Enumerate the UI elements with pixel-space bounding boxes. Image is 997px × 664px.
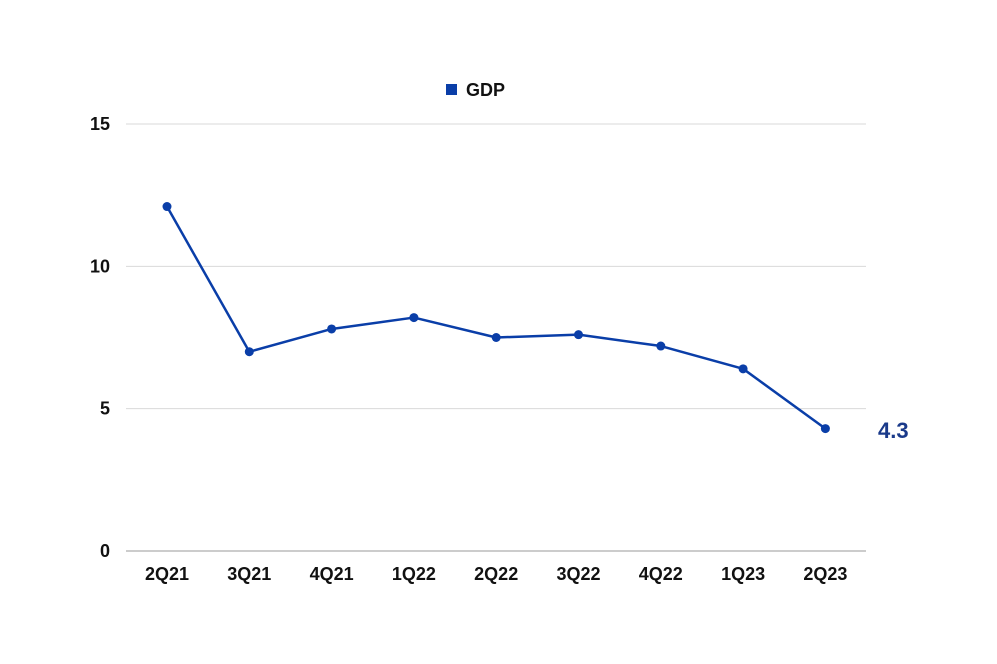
- x-tick-label-4q22: 4Q22: [639, 564, 683, 584]
- x-tick-label-2q22: 2Q22: [474, 564, 518, 584]
- y-tick-label-10: 10: [90, 256, 110, 276]
- legend-label-gdp: GDP: [466, 80, 505, 100]
- y-tick-label-5: 5: [100, 399, 110, 419]
- data-point-1q23: [738, 364, 748, 374]
- y-axis-ticks: 0 5 10 15: [90, 114, 110, 561]
- data-point-3q21: [244, 347, 254, 357]
- gridlines: [126, 123, 866, 410]
- data-point-2q23: [820, 424, 830, 434]
- legend: GDP: [446, 80, 505, 100]
- x-tick-label-3q22: 3Q22: [556, 564, 600, 584]
- x-tick-label-3q21: 3Q21: [227, 564, 271, 584]
- series-line-gdp: [165, 205, 827, 430]
- series-gdp: [162, 202, 830, 434]
- legend-swatch-gdp: [446, 84, 457, 95]
- x-axis-ticks: 2Q21 3Q21 4Q21 1Q22 2Q22 3Q22 4Q22 1Q23 2Q23: [145, 564, 847, 584]
- data-point-4q22: [656, 341, 666, 351]
- data-label-2q23: 4.3: [878, 418, 909, 443]
- x-tick-label-1q23: 1Q23: [721, 564, 765, 584]
- y-tick-label-0: 0: [100, 541, 110, 561]
- data-point-1q22: [409, 313, 419, 323]
- x-tick-label-4q21: 4Q21: [310, 564, 354, 584]
- data-point-4q21: [327, 324, 337, 334]
- data-point-3q22: [574, 330, 583, 340]
- x-tick-label-1q22: 1Q22: [392, 564, 436, 584]
- x-tick-label-2q23: 2Q23: [803, 564, 847, 584]
- data-point-2q21: [162, 202, 172, 212]
- data-point-2q22: [491, 333, 501, 342]
- x-tick-label-2q21: 2Q21: [145, 564, 189, 584]
- y-tick-label-15: 15: [90, 114, 110, 134]
